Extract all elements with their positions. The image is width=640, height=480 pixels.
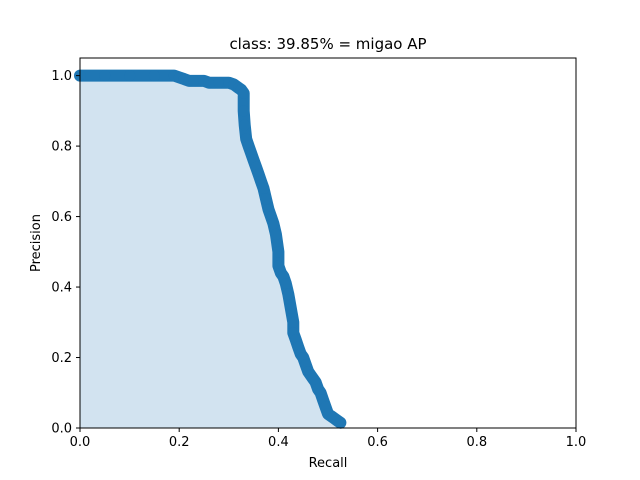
pr-area-fill [80, 75, 341, 428]
x-tick-label: 0.2 [169, 435, 190, 450]
y-tick-label: 0.2 [51, 351, 72, 366]
data-point-28 [260, 193, 272, 205]
x-axis: 0.0 0.2 0.4 0.6 0.8 1.0 [70, 428, 587, 450]
y-axis-label: Precision [29, 214, 44, 272]
axes-frame [79, 57, 577, 429]
x-axis-label: Recall [309, 456, 348, 471]
y-tick-label: 0.8 [51, 140, 72, 155]
plot-area [74, 69, 347, 429]
x-tick-label: 1.0 [566, 435, 587, 450]
data-point-40 [287, 316, 299, 328]
x-tick-label: 0.4 [268, 435, 289, 450]
data-point-1 [99, 70, 111, 82]
data-point-17 [238, 87, 250, 99]
y-tick-label: 0.0 [51, 422, 72, 437]
y-tick-label: 0.6 [51, 210, 72, 225]
chart-title: class: 39.85% = migao AP [229, 35, 426, 53]
data-point-38 [282, 288, 294, 300]
x-tick-label: 0.8 [466, 435, 487, 450]
data-point-2 [124, 70, 136, 82]
data-point-32 [270, 228, 282, 240]
data-point-58 [334, 417, 346, 429]
data-point-39 [285, 302, 297, 314]
data-point-3 [148, 70, 160, 82]
y-tick-label: 0.4 [51, 281, 72, 296]
data-point-12 [213, 77, 225, 89]
x-tick-label: 0.0 [70, 435, 91, 450]
data-point-8 [188, 75, 200, 87]
x-tick-label: 0.6 [367, 435, 388, 450]
data-point-33 [272, 246, 284, 258]
data-point-18 [238, 105, 250, 117]
data-point-19 [239, 119, 251, 131]
data-point-37 [280, 278, 292, 289]
data-point-27 [258, 182, 269, 194]
y-tick-label: 1.0 [51, 69, 72, 84]
data-point-31 [267, 218, 279, 230]
y-axis: 0.0 0.2 0.4 0.6 0.8 1.0 [51, 69, 80, 437]
